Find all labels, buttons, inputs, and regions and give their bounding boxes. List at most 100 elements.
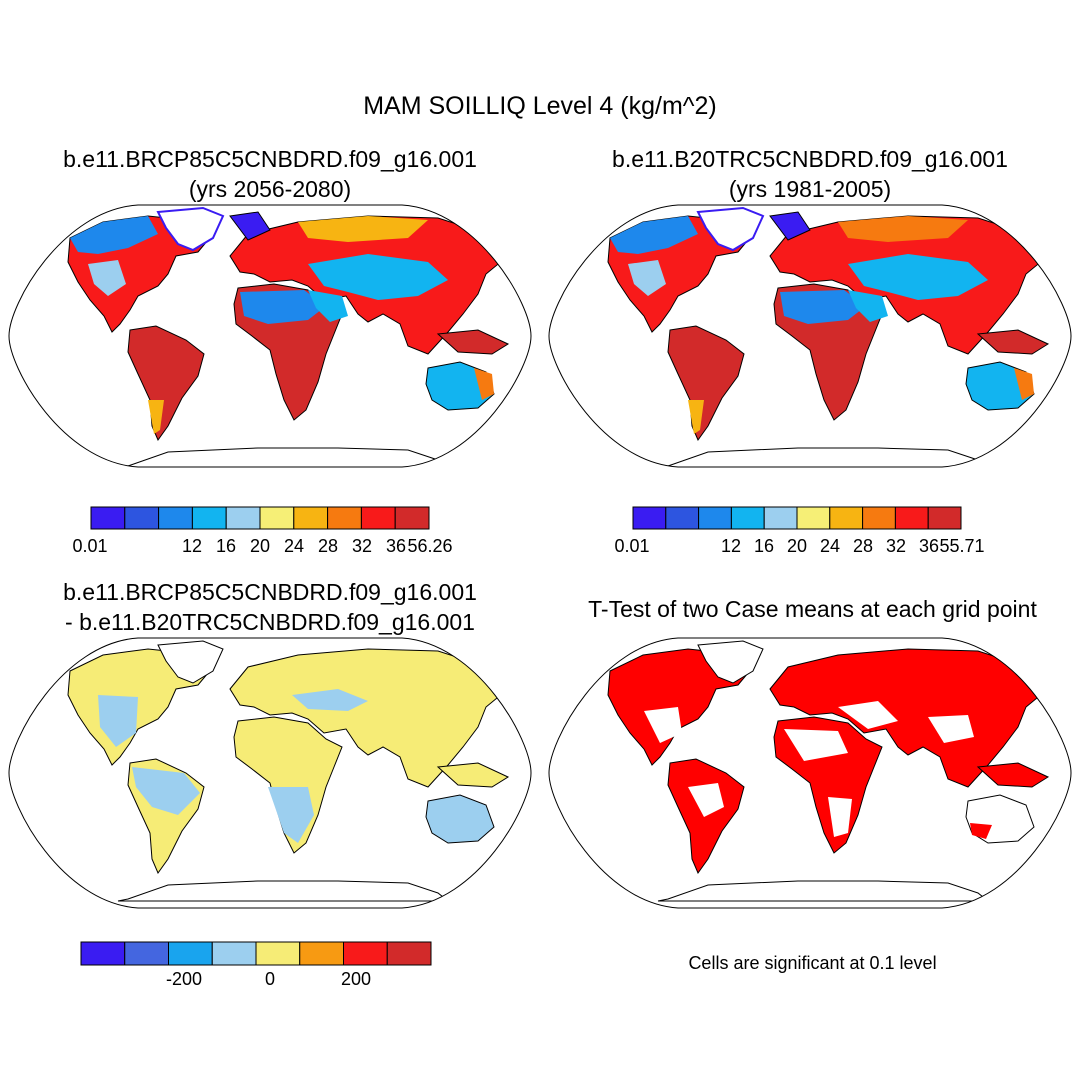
map-panel-ttest (548, 637, 1072, 909)
antarctica-outline (657, 880, 990, 902)
panel1-title-line1: b.e11.BRCP85C5CNBDRD.f09_g16.001 (63, 146, 477, 172)
colorbar-future-label: 36 (385, 536, 407, 556)
panel1-title: b.e11.BRCP85C5CNBDRD.f09_g16.001 (yrs 20… (10, 144, 530, 204)
greenland-region (157, 640, 224, 684)
not-significant-region (784, 729, 848, 761)
colorbar-box (894, 506, 929, 530)
colorbar-box (796, 506, 831, 530)
figure-title: MAM SOILLIQ Level 4 (kg/m^2) (363, 92, 717, 120)
colorbar-future-boxes (90, 506, 430, 530)
map-frame (8, 204, 532, 468)
not-significant-region (644, 707, 682, 743)
panel2-title-line2: (yrs 1981-2005) (728, 176, 892, 202)
south-america-region (667, 325, 745, 442)
sahara-region (780, 290, 866, 324)
colorbar-box (698, 506, 732, 530)
colorbar-historical-label: 16 (753, 536, 775, 556)
map-frame (548, 637, 1072, 909)
colorbar-box (259, 506, 295, 530)
greenland-region (156, 206, 225, 252)
colorbar-box (763, 506, 798, 530)
map-frame (548, 204, 1072, 468)
map-panel-future (8, 204, 532, 468)
colorbar-future-label: 0.01 (72, 536, 108, 556)
arabia-region (308, 290, 348, 322)
sahara-region (240, 290, 326, 324)
colorbar-box (632, 506, 667, 530)
mediterranean-negative-region (292, 689, 368, 711)
scandinavia-region (769, 211, 811, 241)
central-asia-dry-region (308, 254, 448, 300)
panel2-title: b.e11.B20TRC5CNBDRD.f09_g16.001 (yrs 198… (550, 144, 1070, 204)
eurasia-region (229, 648, 509, 788)
colorbar-box (191, 506, 227, 530)
panel3-title: b.e11.BRCP85C5CNBDRD.f09_g16.001 - b.e11… (10, 577, 530, 637)
colorbar-box (168, 941, 213, 966)
colorbar-historical-label: 28 (852, 536, 874, 556)
siberia-region (298, 216, 428, 242)
colorbar-historical-label: 32 (885, 536, 907, 556)
east-australia-region (1014, 368, 1034, 400)
greenland-region (696, 206, 765, 252)
map-panel-difference (8, 637, 532, 909)
colorbar-box (124, 506, 160, 530)
not-significant-region (688, 783, 724, 817)
panel3-title-line2: - b.e11.B20TRC5CNBDRD.f09_g16.001 (65, 609, 475, 635)
colorbar-historical-label: 55.71 (939, 536, 985, 556)
colorbar-box (293, 506, 329, 530)
panel4-title: T-Test of two Case means at each grid po… (545, 594, 1080, 624)
colorbar-box (124, 941, 169, 966)
colorbar-future: 0.01 12 16 20 24 28 32 36 56.26 (72, 506, 453, 556)
colorbar-box (665, 506, 700, 530)
colorbar-box (829, 506, 864, 530)
panel3-title-line1: b.e11.BRCP85C5CNBDRD.f09_g16.001 (63, 579, 477, 605)
patagonia-region (148, 400, 164, 434)
colorbar-difference-label: -200 (165, 969, 203, 989)
maritime-continent-region (976, 762, 1050, 788)
colorbar-historical-boxes (632, 506, 962, 530)
colorbar-future-label: 28 (317, 536, 339, 556)
maritime-continent-region (976, 329, 1050, 355)
colorbar-box (80, 941, 126, 966)
colorbar-difference-label: 200 (340, 969, 372, 989)
colorbar-box (327, 506, 362, 530)
colorbar-future-label: 16 (215, 536, 237, 556)
north-america-north-region (610, 216, 698, 254)
eurasia-region (769, 648, 1049, 788)
colorbar-historical-label: 0.01 (614, 536, 650, 556)
colorbar-box (90, 506, 126, 530)
colorbar-box (299, 941, 344, 966)
colorbar-future-label: 20 (249, 536, 271, 556)
colorbar-box (386, 941, 432, 966)
colorbar-future-label: 32 (351, 536, 373, 556)
colorbar-box (343, 941, 388, 966)
us-negative-region (98, 695, 138, 747)
arabia-region (848, 290, 888, 322)
antarctica-outline (117, 447, 450, 467)
not-significant-region (838, 701, 898, 729)
colorbar-future-label: 56.26 (407, 536, 453, 556)
western-us-dry-region (628, 260, 666, 296)
patagonia-region (688, 400, 704, 434)
colorbar-difference-boxes (80, 941, 432, 966)
amazon-negative-region (132, 767, 200, 815)
colorbar-future-label: 12 (181, 536, 203, 556)
panel4-title-line1: T-Test of two Case means at each grid po… (588, 596, 1037, 622)
colorbar-box (211, 941, 257, 966)
not-significant-region (928, 715, 974, 743)
colorbar-box (360, 506, 396, 530)
maritime-continent-region (436, 329, 510, 355)
colorbar-historical-label: 36 (918, 536, 940, 556)
colorbar-historical-label: 24 (819, 536, 841, 556)
africa-region (233, 716, 343, 854)
southern-africa-negative-region (268, 787, 314, 843)
map-panel-historical (548, 204, 1072, 468)
antarctica-outline (117, 880, 450, 902)
significance-note: Cells are significant at 0.1 level (688, 953, 937, 973)
colorbar-historical-label: 12 (720, 536, 742, 556)
siberia-region (838, 216, 968, 242)
central-asia-dry-region (848, 254, 988, 300)
panel2-title-line1: b.e11.B20TRC5CNBDRD.f09_g16.001 (612, 146, 1008, 172)
colorbar-historical-label: 20 (786, 536, 808, 556)
panel1-title-line2: (yrs 2056-2080) (188, 176, 352, 202)
